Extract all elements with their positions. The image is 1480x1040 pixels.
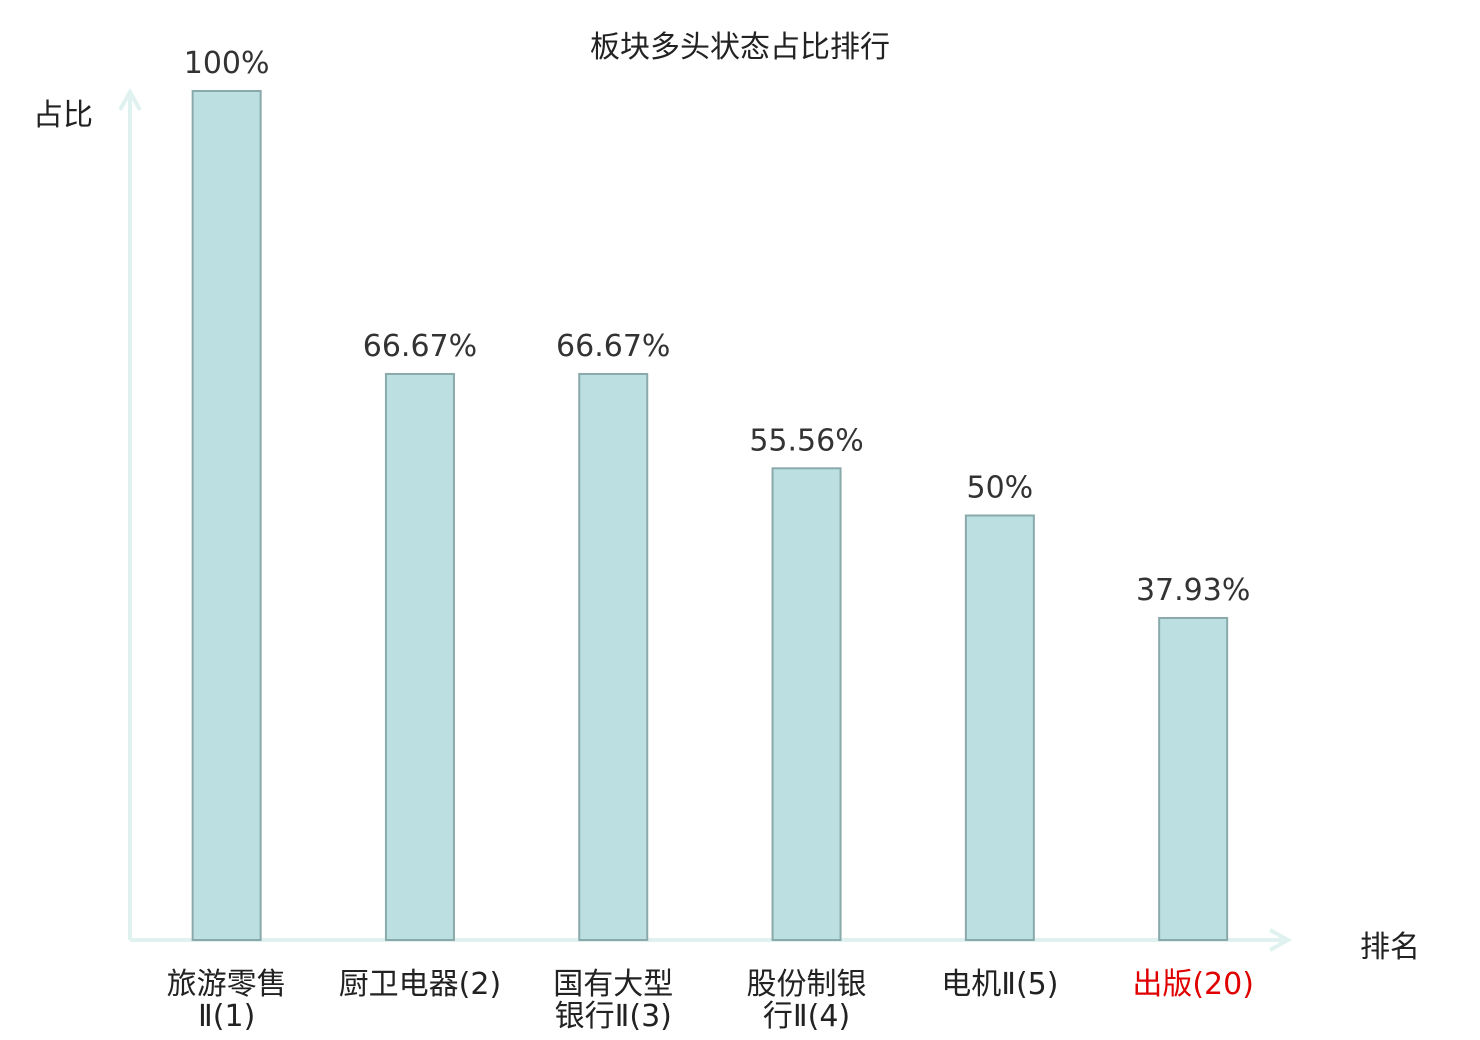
- bar: [1158, 616, 1229, 941]
- x-axis-arrow-icon: [1269, 928, 1293, 952]
- bar: [964, 514, 1035, 941]
- chart-title: 板块多头状态占比排行: [590, 30, 890, 65]
- x-tick-label: 旅游零售: [167, 967, 287, 1002]
- bar: [771, 467, 842, 941]
- x-tick-label: Ⅱ(1): [198, 999, 255, 1034]
- x-tick-label: 电机Ⅱ(5): [941, 967, 1058, 1002]
- x-tick-label: 厨卫电器(2): [339, 967, 502, 1002]
- data-label: 55.56%: [749, 423, 863, 458]
- data-label: 66.67%: [363, 329, 477, 364]
- x-tick-label: 国有大型: [553, 967, 673, 1002]
- x-axis-label: 排名: [1360, 930, 1420, 965]
- data-label: 50%: [967, 471, 1034, 506]
- x-tick-label: 行Ⅱ(4): [763, 999, 850, 1034]
- data-label: 100%: [184, 46, 270, 81]
- bar: [384, 372, 455, 942]
- y-axis-arrow-icon: [118, 87, 142, 111]
- x-tick-label: 股份制银: [747, 967, 867, 1002]
- y-axis-label: 占比: [33, 98, 93, 133]
- data-label: 66.67%: [556, 329, 670, 364]
- x-tick-label: 出版(20): [1132, 967, 1254, 1002]
- bar: [191, 90, 262, 941]
- data-label: 37.93%: [1136, 573, 1250, 608]
- x-tick-label: 银行Ⅱ(3): [555, 999, 672, 1034]
- bar: [578, 372, 649, 942]
